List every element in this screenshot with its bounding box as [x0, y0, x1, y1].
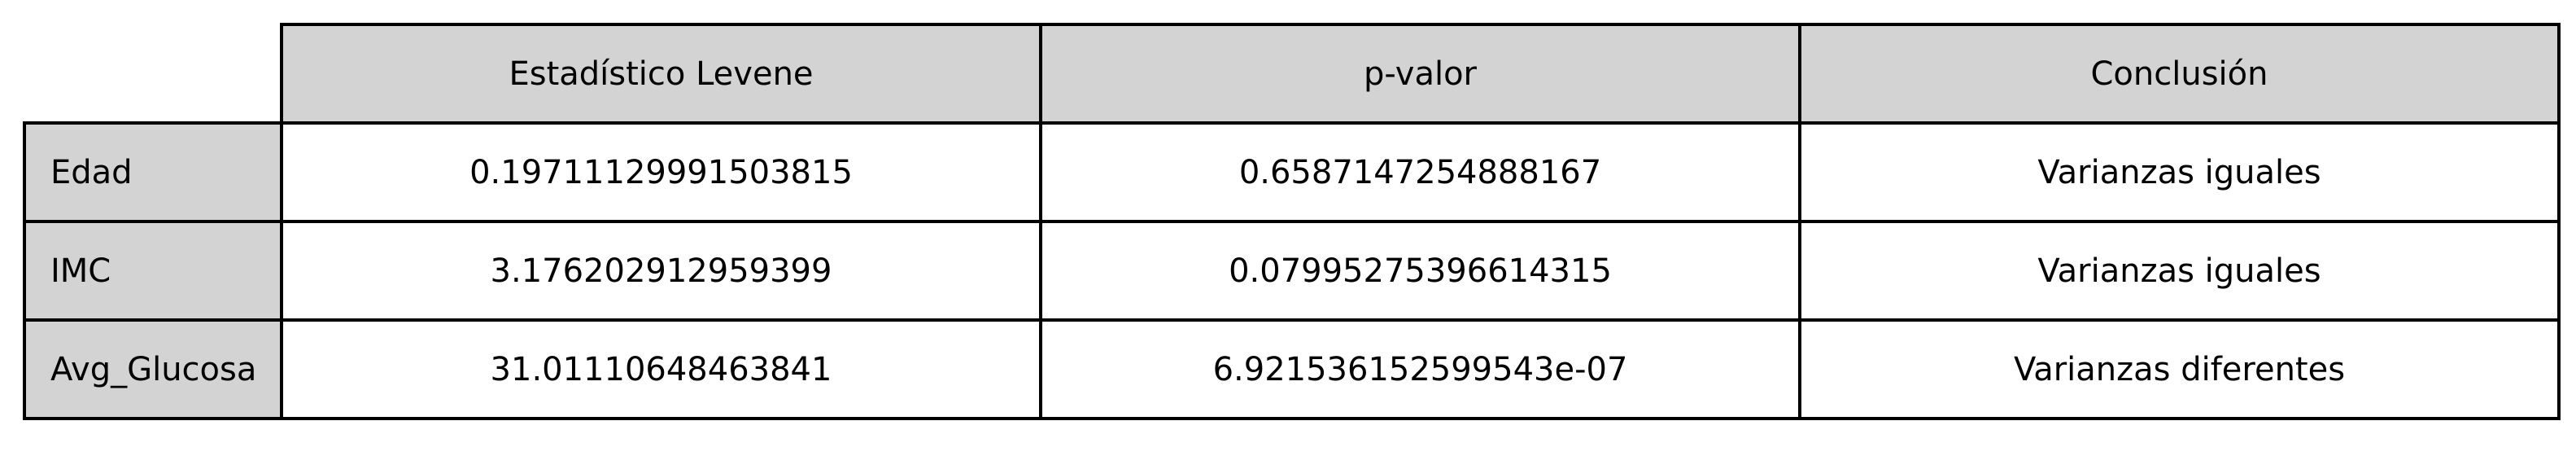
- row-header: Edad: [23, 121, 283, 223]
- table-row: Avg_Glucosa 31.01110648463841 6.92153615…: [23, 318, 2561, 420]
- levene-table-container: Estadístico Levene p-valor Conclusión Ed…: [23, 23, 2561, 420]
- table-row: Edad 0.19711129991503815 0.6587147254888…: [23, 121, 2561, 223]
- row-header: Avg_Glucosa: [23, 318, 283, 420]
- column-header-conclusion: Conclusión: [1798, 23, 2561, 125]
- levene-statistic-cell: 3.176202912959399: [280, 220, 1042, 322]
- row-header: IMC: [23, 220, 283, 322]
- conclusion-cell: Varianzas iguales: [1798, 121, 2561, 223]
- table-row: IMC 3.176202912959399 0.0799527539661431…: [23, 220, 2561, 322]
- p-value-cell: 6.921536152599543e-07: [1039, 318, 1801, 420]
- corner-cell: [24, 24, 282, 123]
- p-value-cell: 0.07995275396614315: [1039, 220, 1801, 322]
- levene-statistic-cell: 31.01110648463841: [280, 318, 1042, 420]
- column-header-p-value: p-valor: [1039, 23, 1801, 125]
- conclusion-cell: Varianzas iguales: [1798, 220, 2561, 322]
- levene-statistic-cell: 0.19711129991503815: [280, 121, 1042, 223]
- levene-results-table: Estadístico Levene p-valor Conclusión Ed…: [23, 23, 2561, 420]
- column-header-levene-statistic: Estadístico Levene: [280, 23, 1042, 125]
- p-value-cell: 0.6587147254888167: [1039, 121, 1801, 223]
- header-row: Estadístico Levene p-valor Conclusión: [24, 23, 2561, 125]
- conclusion-cell: Varianzas diferentes: [1798, 318, 2561, 420]
